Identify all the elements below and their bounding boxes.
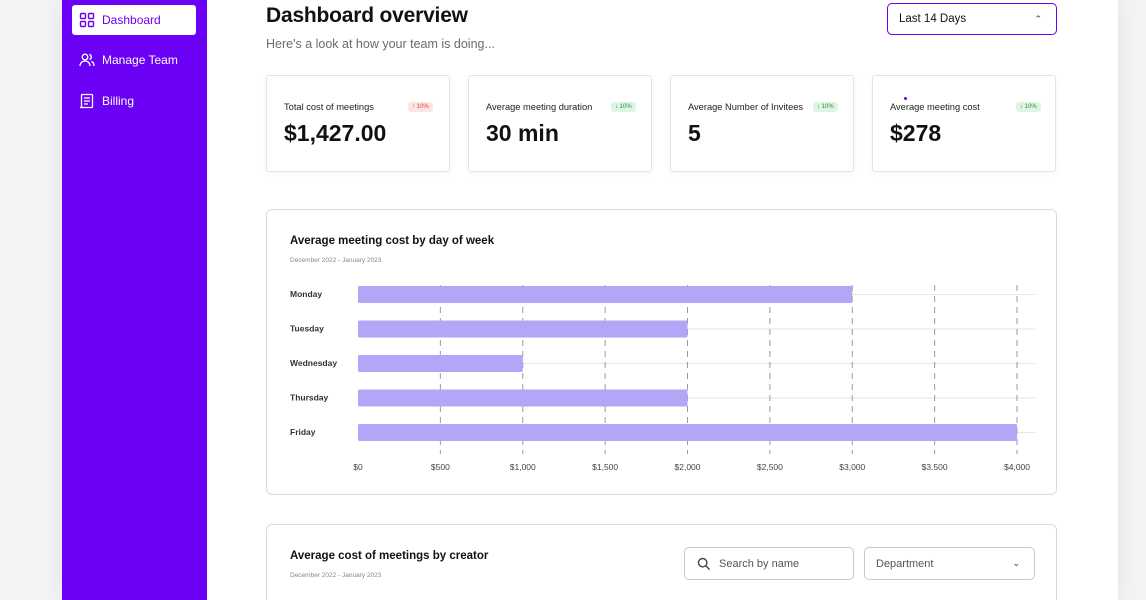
category-label: Wednesday xyxy=(290,358,337,368)
stat-label: Average meeting duration xyxy=(486,102,593,112)
main-content: Dashboard overview Here's a look at how … xyxy=(207,0,1118,600)
tick-label: $500 xyxy=(431,462,450,472)
stat-value: $278 xyxy=(890,120,942,146)
page-title: Dashboard overview xyxy=(266,4,468,27)
search-input[interactable]: Search by name xyxy=(684,547,854,580)
tick-label: $3.500 xyxy=(922,462,948,472)
sidebar-item-label: Manage Team xyxy=(102,53,178,67)
stat-label: Total cost of meetings xyxy=(284,102,374,112)
stat-card-avg-duration: Average meeting duration ↓ 10% 30 min xyxy=(468,75,652,172)
search-placeholder: Search by name xyxy=(719,557,800,570)
bar xyxy=(358,286,853,303)
stat-card-avg-cost: Average meeting cost ↓ 10% $278 xyxy=(872,75,1056,172)
panel-subtitle: December 2022 - January 2023 xyxy=(290,572,382,579)
department-select[interactable]: Department ⌄ xyxy=(864,547,1035,580)
sidebar-item-label: Billing xyxy=(102,94,135,108)
stat-label: Average Number of Invitees xyxy=(688,102,804,112)
tick-label: $4,000 xyxy=(1004,462,1030,472)
tick-label: $1,000 xyxy=(510,462,536,472)
stat-value: 5 xyxy=(688,120,701,146)
bar xyxy=(358,389,688,407)
chevron-down-icon: ⌄ xyxy=(1012,558,1020,568)
creator-cost-panel: Average cost of meetings by creator Dece… xyxy=(266,524,1057,600)
chart-subtitle: December 2022 - January 2023 xyxy=(290,257,382,264)
grid-icon xyxy=(79,12,95,28)
category-label: Friday xyxy=(290,427,316,437)
day-of-week-chart-panel: Average meeting cost by day of week Dece… xyxy=(266,209,1057,495)
stat-value: $1,427.00 xyxy=(284,120,387,146)
panel-title: Average cost of meetings by creator xyxy=(290,550,489,562)
bar xyxy=(358,424,1017,441)
date-range-value: Last 14 Days xyxy=(899,13,967,25)
sidebar-item-manage-team[interactable]: Manage Team xyxy=(72,45,196,75)
tick-label: $2,500 xyxy=(757,462,783,472)
bar-chart: Monday Tuesday Wednesday Thursday Friday $0 $5… xyxy=(290,285,1035,472)
stat-label: Average meeting cost xyxy=(890,102,980,112)
date-range-select[interactable]: Last 14 Days ⌃ xyxy=(887,3,1057,35)
tick-label: $1,500 xyxy=(592,462,618,472)
bar xyxy=(358,355,523,372)
app-window: Dashboard Manage Team Billing Dashboard … xyxy=(62,0,1118,600)
trend-badge: ↑ 10% xyxy=(408,102,433,112)
stat-card-avg-invitees: Average Number of Invitees ↓ 10% 5 xyxy=(670,75,854,172)
category-label: Thursday xyxy=(290,393,329,403)
sidebar-item-label: Dashboard xyxy=(102,13,161,27)
chevron-up-icon: ⌃ xyxy=(1034,13,1042,24)
chart-title: Average meeting cost by day of week xyxy=(290,235,495,247)
sidebar-item-billing[interactable]: Billing xyxy=(72,86,196,116)
receipt-icon xyxy=(79,93,95,109)
trend-badge: ↓ 10% xyxy=(813,102,838,112)
search-icon xyxy=(697,557,711,570)
stat-card-total-cost: Total cost of meetings ↑ 10% $1,427.00 xyxy=(266,75,450,172)
bar xyxy=(358,320,688,338)
department-label: Department xyxy=(876,557,934,570)
indicator-dot xyxy=(904,97,907,100)
trend-badge: ↓ 10% xyxy=(1016,102,1041,112)
tick-label: $2,000 xyxy=(675,462,701,472)
category-label: Monday xyxy=(290,289,322,299)
sidebar-item-dashboard[interactable]: Dashboard xyxy=(72,5,196,35)
category-label: Tuesday xyxy=(290,324,324,334)
tick-label: $3,000 xyxy=(839,462,865,472)
sidebar: Dashboard Manage Team Billing xyxy=(62,0,207,600)
stat-value: 30 min xyxy=(486,120,559,146)
page-subtitle: Here's a look at how your team is doing.… xyxy=(266,37,495,51)
trend-badge: ↓ 10% xyxy=(611,102,636,112)
tick-label: $0 xyxy=(353,462,363,472)
users-icon xyxy=(79,52,95,68)
